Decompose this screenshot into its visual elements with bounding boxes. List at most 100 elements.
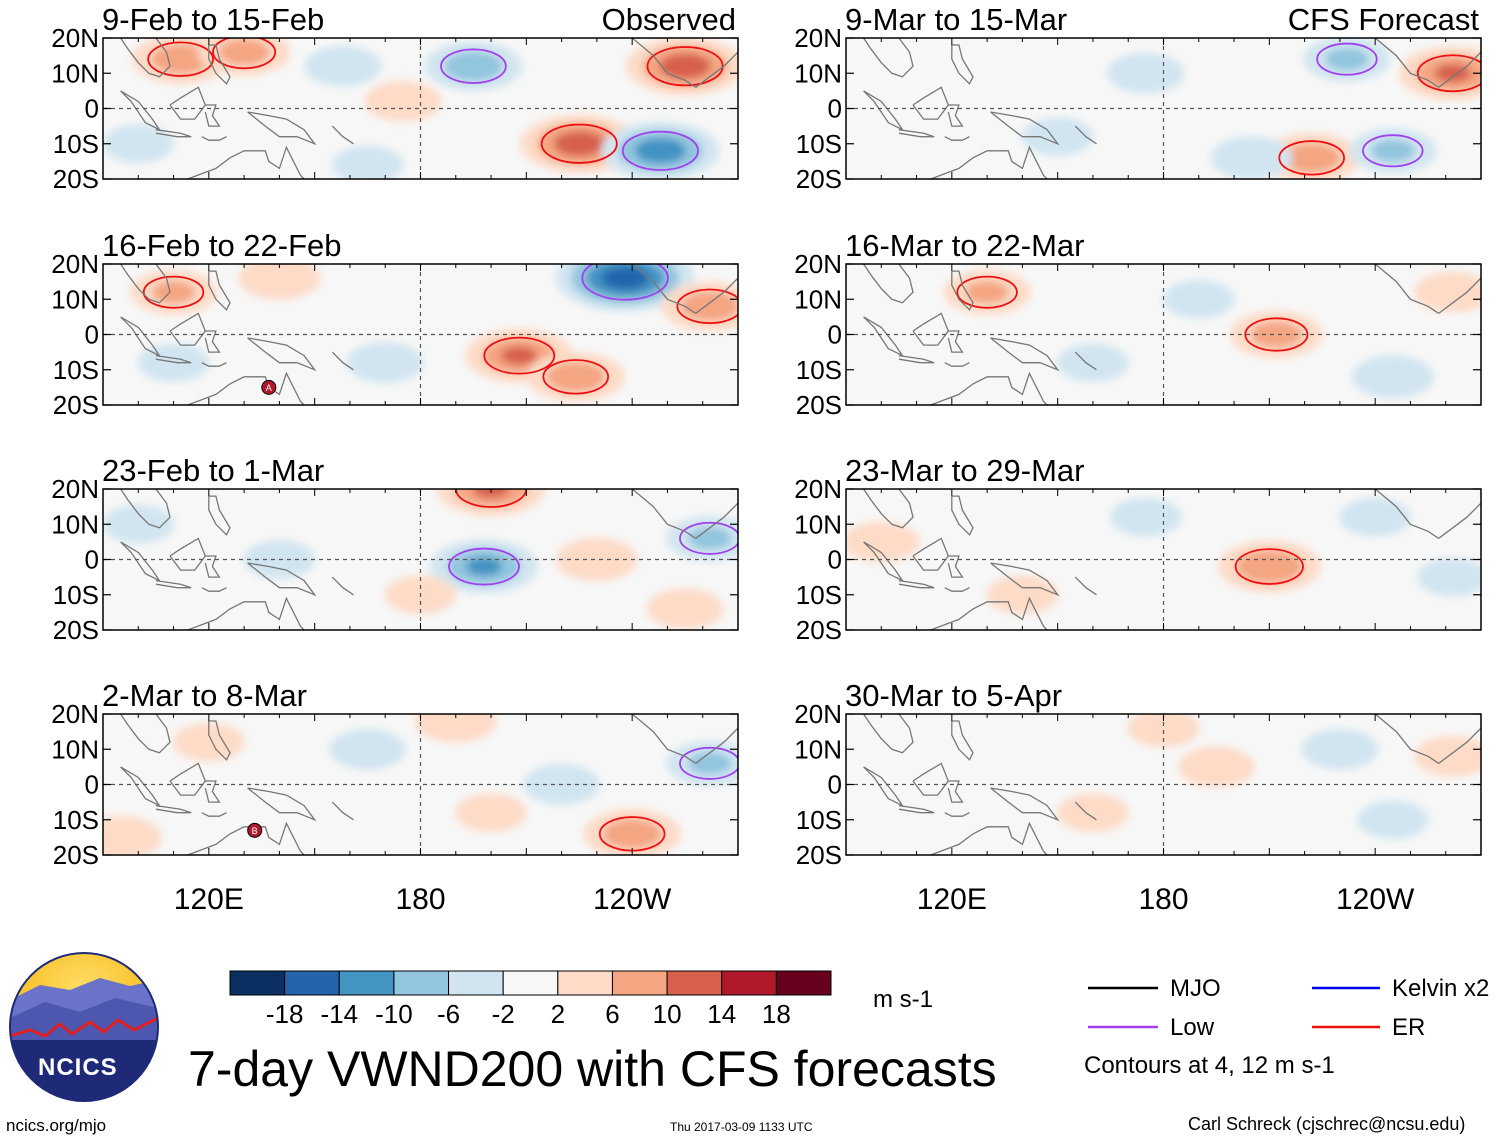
positive-anomaly — [1236, 550, 1303, 584]
coastline — [201, 587, 227, 592]
er-contour — [142, 275, 205, 309]
negative-anomaly — [1339, 497, 1411, 537]
low-contour — [1316, 42, 1378, 76]
footer-url[interactable]: ncics.org/mjo — [6, 1116, 107, 1135]
er-contour — [1234, 548, 1304, 585]
low-contour — [448, 547, 520, 586]
coastline — [155, 354, 192, 364]
colorbar: -18 -14 -10 -6 -2 2 6 10 14 18 — [229, 970, 832, 1029]
positive-anomaly — [555, 538, 638, 581]
coastline — [201, 362, 227, 367]
storm-marker — [247, 822, 263, 838]
coastline — [947, 780, 964, 803]
coastline — [204, 555, 221, 578]
colorbar-tick-label: -10 — [375, 999, 413, 1029]
map-panel: A — [102, 263, 739, 406]
negative-anomaly — [635, 138, 686, 164]
panel-title: 30-Mar to 5-Apr — [845, 678, 1062, 713]
negative-anomaly — [1301, 728, 1379, 770]
coastline — [944, 587, 970, 592]
y-tick-label: 20S — [53, 615, 99, 645]
colorbar-tick-label: -2 — [492, 999, 515, 1029]
coastline — [331, 351, 354, 371]
coastline — [930, 821, 1048, 855]
coastline — [930, 145, 1048, 179]
coastline — [208, 720, 231, 761]
coastline — [1074, 351, 1097, 371]
map-panel — [845, 37, 1482, 180]
panel-title: 9-Feb to 15-Feb — [102, 2, 324, 37]
positive-anomaly — [546, 361, 606, 392]
colorbar-swatch — [338, 970, 395, 996]
colorbar-swatch — [721, 970, 777, 996]
er-contour — [1278, 140, 1345, 176]
y-tick-label: 10N — [51, 734, 99, 764]
colorbar-swatch — [666, 970, 723, 996]
positive-anomaly — [238, 264, 321, 300]
coastline — [695, 277, 738, 314]
y-tick-label: 0 — [828, 94, 842, 124]
coastline — [951, 720, 974, 761]
coastline — [187, 145, 305, 179]
negative-anomaly — [346, 342, 424, 384]
coastline — [1374, 38, 1440, 88]
coastline — [155, 129, 192, 138]
legend-label-mjo: MJO — [1170, 975, 1221, 1002]
anomaly-shading — [846, 497, 1481, 615]
colorbar-swatch — [284, 970, 340, 996]
positive-anomaly — [173, 722, 245, 762]
storm-marker-label: B — [252, 826, 258, 836]
anomaly-field — [103, 38, 738, 179]
positive-anomaly — [965, 280, 1009, 304]
y-tick-label: 20N — [794, 23, 842, 53]
y-tick-label: 20N — [51, 699, 99, 729]
footer-timestamp: Thu 2017-03-09 1133 UTC — [670, 1120, 813, 1134]
negative-anomaly — [1162, 279, 1235, 319]
negative-anomaly — [329, 728, 406, 770]
logo-signal-line — [10, 1016, 158, 1038]
positive-anomaly — [553, 131, 605, 157]
negative-anomaly — [103, 124, 175, 164]
er-contour — [455, 489, 527, 508]
coastline — [898, 804, 935, 814]
negative-anomaly — [1210, 136, 1293, 179]
logo-border — [9, 952, 159, 1102]
coastline — [120, 714, 171, 754]
er-contour — [540, 123, 618, 164]
colorbar-swatch — [502, 970, 559, 996]
colorbar-tick-label: -14 — [320, 999, 358, 1029]
y-tick-label: 10N — [794, 284, 842, 314]
coastline — [208, 270, 231, 311]
coastline — [947, 555, 964, 578]
coastline — [155, 579, 192, 589]
y-tick-label: 20S — [796, 615, 842, 645]
coastline — [944, 136, 970, 141]
panel-title: 16-Feb to 22-Feb — [102, 228, 342, 263]
colorbar-swatch — [448, 970, 504, 996]
y-tick-label: 0 — [85, 320, 99, 350]
y-tick-label: 10N — [51, 509, 99, 539]
positive-anomaly — [846, 521, 920, 563]
coastline — [120, 264, 171, 304]
y-tick-label: 0 — [828, 320, 842, 350]
er-contour — [542, 359, 610, 395]
positive-anomaly — [680, 291, 738, 322]
anomaly-field — [863, 264, 1481, 405]
y-tick-label: 10S — [796, 355, 842, 385]
coastline — [863, 714, 914, 754]
coastline — [204, 330, 221, 353]
coastline — [247, 111, 317, 146]
coastline — [247, 337, 317, 372]
colorbar-tick-label: 10 — [653, 999, 682, 1029]
coastline — [930, 371, 1048, 405]
coastline — [120, 489, 171, 529]
panel-title: 9-Mar to 15-Mar — [845, 2, 1067, 37]
er-contour — [483, 336, 556, 375]
x-tick-label: 180 — [1138, 883, 1188, 916]
y-tick-label: 20N — [51, 23, 99, 53]
coastline — [990, 337, 1060, 372]
coastline — [863, 264, 914, 304]
y-tick-label: 0 — [85, 94, 99, 124]
low-contour — [679, 746, 738, 780]
